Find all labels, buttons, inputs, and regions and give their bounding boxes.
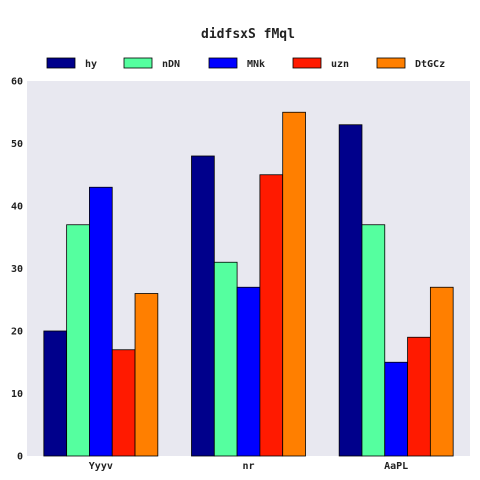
bar-uzn-Yyyv xyxy=(111,349,136,457)
legend-swatch xyxy=(46,57,76,69)
x-tick-label: nr xyxy=(242,461,254,472)
y-tick-label: 0 xyxy=(17,452,23,463)
x-tick-label: AaPL xyxy=(384,461,408,472)
bar-hy-Yyyv xyxy=(43,330,68,457)
bar-DtGCz-Yyyv xyxy=(134,293,159,457)
y-axis: 0 10 20 30 40 50 60 xyxy=(11,77,23,463)
y-tick-label: 40 xyxy=(11,202,23,213)
legend-swatch xyxy=(292,57,322,69)
y-tick-label: 60 xyxy=(11,77,23,88)
bar-uzn-AaPL xyxy=(407,336,431,457)
legend-item: MNk xyxy=(208,57,265,70)
legend-item: uzn xyxy=(292,57,349,70)
legend-item: hy xyxy=(46,57,97,70)
legend-label: uzn xyxy=(331,59,349,70)
y-tick-label: 30 xyxy=(11,264,23,275)
bars xyxy=(43,111,454,457)
legend: hy nDN MNk uzn DtGCz xyxy=(46,57,445,70)
bar-uzn-nr xyxy=(259,174,284,457)
y-tick-label: 20 xyxy=(11,327,23,338)
legend-item: DtGCz xyxy=(376,57,445,70)
legend-label: MNk xyxy=(247,59,265,70)
x-axis: Yyyv nr AaPL xyxy=(89,461,408,472)
y-tick-label: 10 xyxy=(11,389,23,400)
legend-label: hy xyxy=(85,59,97,70)
legend-label: DtGCz xyxy=(415,59,445,70)
bar-nDN-Yyyv xyxy=(66,224,90,457)
bar-hy-nr xyxy=(191,155,215,457)
bar-MNk-AaPL xyxy=(384,361,408,457)
chart-title: didfsxS fMql xyxy=(201,27,295,42)
y-tick-label: 50 xyxy=(11,139,23,150)
bar-DtGCz-nr xyxy=(282,111,306,457)
bar-hy-AaPL xyxy=(338,124,363,457)
bar-DtGCz-AaPL xyxy=(429,286,454,457)
x-tick-label: Yyyv xyxy=(89,461,113,472)
bar-MNk-nr xyxy=(236,286,261,457)
legend-swatch xyxy=(123,57,153,69)
bar-nDN-AaPL xyxy=(361,224,386,457)
legend-item: nDN xyxy=(123,57,180,70)
bar-MNk-Yyyv xyxy=(89,186,113,457)
bar-nDN-nr xyxy=(213,261,238,457)
legend-label: nDN xyxy=(162,59,180,70)
legend-swatch xyxy=(376,57,406,69)
legend-swatch xyxy=(208,57,238,69)
